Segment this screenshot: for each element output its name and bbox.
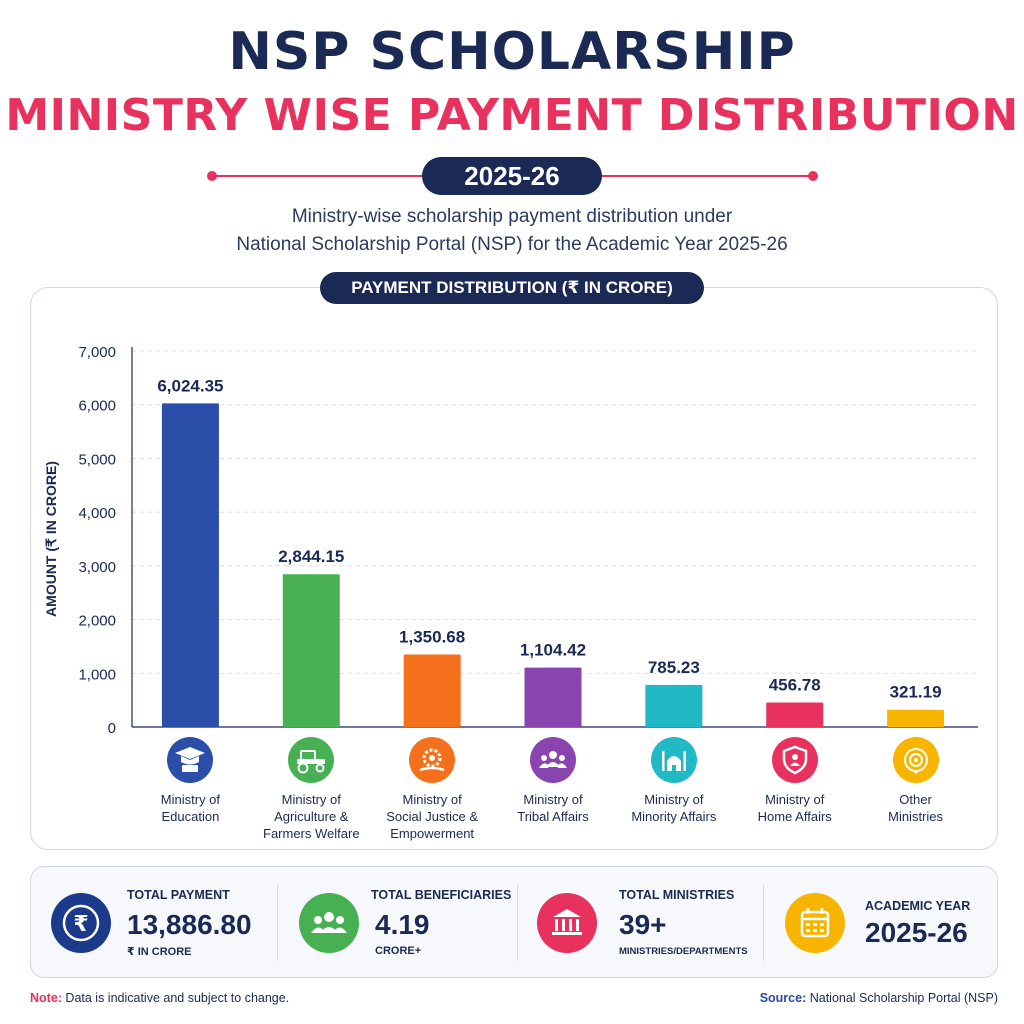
bar-value-label: 1,350.68 — [399, 627, 465, 646]
chart-title: PAYMENT DISTRIBUTION (₹ IN CRORE) — [320, 272, 704, 304]
shield-icon — [771, 737, 818, 783]
stat-value: 39+ — [619, 909, 667, 940]
stat-total-ministries: TOTAL MINISTRIES 39+ MINISTRIES/DEPARTME… — [537, 867, 767, 979]
stat-value: 4.19 — [375, 909, 430, 940]
stat-label: TOTAL PAYMENT — [127, 888, 230, 902]
rupee-icon: ₹ — [51, 893, 111, 953]
stat-value: 2025-26 — [865, 917, 968, 948]
year-badge: 2025-26 — [422, 157, 602, 195]
graduation-cap-icon — [167, 737, 214, 783]
bar-value-label: 456.78 — [769, 675, 821, 694]
x-category-label: Other Ministries — [888, 792, 944, 824]
stat-sub: ₹ IN CRORE — [127, 946, 192, 958]
bar-value-label: 785.23 — [648, 658, 700, 677]
stat-label: TOTAL BENEFICIARIES — [371, 888, 512, 902]
stat-divider — [517, 885, 518, 961]
bar-value-label: 2,844.15 — [278, 547, 344, 566]
description-line-2: National Scholarship Portal (NSP) for th… — [236, 234, 788, 255]
y-tick-label: 0 — [108, 720, 116, 737]
bar — [403, 654, 461, 727]
bar — [766, 702, 824, 727]
stat-total-beneficiaries: TOTAL BENEFICIARIES 4.19 CRORE+ — [299, 867, 529, 979]
note-label: Note: — [30, 991, 62, 1005]
footer-note: Note: Data is indicative and subject to … — [30, 991, 289, 1005]
note-text: Data is indicative and subject to change… — [61, 991, 290, 1005]
description: Ministry-wise scholarship payment distri… — [0, 203, 1024, 259]
year-divider-dot-right — [808, 171, 818, 181]
y-axis-label: AMOUNT (₹ IN CRORE) — [43, 461, 59, 617]
year-divider-right — [602, 175, 812, 177]
bar — [161, 403, 219, 727]
radar-icon — [892, 737, 939, 783]
bar-value-label: 6,024.35 — [157, 376, 223, 395]
tractor-icon — [288, 737, 335, 783]
bar — [282, 574, 340, 727]
bar-value-label: 321.19 — [890, 683, 942, 702]
x-category-label: Ministry of Minority Affairs — [631, 792, 717, 824]
x-category-label: Ministry of Agriculture & Farmers Welfare — [263, 792, 360, 841]
building-icon — [537, 893, 597, 953]
bar-chart: 0 1,000 2,000 3,000 4,000 5,000 6,000 7,000 AMOU… — [43, 344, 978, 737]
bar-value-label: 1,104.42 — [520, 641, 586, 660]
x-category-label: Ministry of Social Justice & Empowerment — [386, 792, 479, 841]
page-title: NSP SCHOLARSHIP — [228, 22, 796, 82]
y-tick-label: 3,000 — [78, 559, 116, 576]
source-text: National Scholarship Portal (NSP) — [806, 991, 998, 1005]
mosque-icon — [650, 737, 697, 783]
y-tick-label: 1,000 — [78, 666, 116, 683]
source-label: Source: — [759, 991, 807, 1005]
x-category-label: Ministry of Education — [160, 792, 221, 824]
bar — [645, 684, 703, 727]
description-line-1: Ministry-wise scholarship payment distri… — [291, 206, 733, 227]
y-tick-label: 4,000 — [78, 505, 116, 522]
x-category-label: Ministry of Tribal Affairs — [517, 792, 589, 824]
svg-text:₹: ₹ — [73, 912, 88, 937]
stats-card: ₹ TOTAL PAYMENT 13,886.80 ₹ IN CRORE TOT… — [30, 866, 998, 978]
y-tick-label: 5,000 — [78, 451, 116, 468]
stat-total-payment: ₹ TOTAL PAYMENT 13,886.80 ₹ IN CRORE — [51, 867, 281, 979]
y-tick-label: 2,000 — [78, 613, 116, 630]
people-icon — [299, 893, 359, 953]
bar — [524, 667, 582, 727]
people-group-icon — [530, 737, 576, 783]
year-divider-dot-left — [207, 171, 217, 181]
stat-divider — [277, 885, 278, 961]
y-tick-label: 7,000 — [78, 344, 116, 361]
gear-hand-icon — [409, 737, 456, 783]
stat-sub: CRORE+ — [375, 945, 422, 957]
stat-label: TOTAL MINISTRIES — [619, 888, 735, 902]
calendar-icon — [785, 893, 845, 953]
stat-sub: MINISTRIES/DEPARTMENTS — [619, 946, 748, 957]
footer-source: Source: National Scholarship Portal (NSP… — [760, 991, 998, 1005]
page-subtitle-heading: MINISTRY WISE PAYMENT DISTRIBUTION — [5, 90, 1019, 141]
stat-label: ACADEMIC YEAR — [865, 899, 971, 913]
y-tick-label: 6,000 — [78, 398, 116, 415]
stat-academic-year: ACADEMIC YEAR 2025-26 — [785, 867, 985, 979]
year-divider-left — [212, 175, 422, 177]
stat-value: 13,886.80 — [127, 909, 252, 940]
stat-divider — [763, 885, 764, 961]
x-category-label: Ministry of Home Affairs — [757, 792, 832, 824]
bar — [887, 709, 945, 727]
